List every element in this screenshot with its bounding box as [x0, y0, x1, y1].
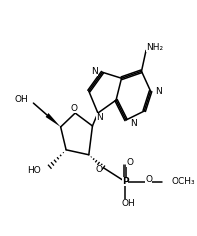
Text: N: N	[91, 67, 98, 76]
Text: O: O	[71, 104, 78, 113]
Text: HO: HO	[27, 166, 41, 175]
Text: O: O	[95, 165, 102, 174]
Text: OH: OH	[122, 199, 136, 208]
Text: N: N	[155, 87, 162, 96]
Text: OCH₃: OCH₃	[171, 177, 195, 186]
Text: N: N	[131, 119, 137, 128]
Text: P: P	[122, 177, 128, 186]
Text: O: O	[126, 158, 133, 167]
Text: O: O	[145, 175, 152, 184]
Text: NH₂: NH₂	[146, 43, 163, 52]
Polygon shape	[46, 113, 61, 127]
Text: OH: OH	[14, 95, 28, 104]
Text: N: N	[96, 113, 103, 122]
